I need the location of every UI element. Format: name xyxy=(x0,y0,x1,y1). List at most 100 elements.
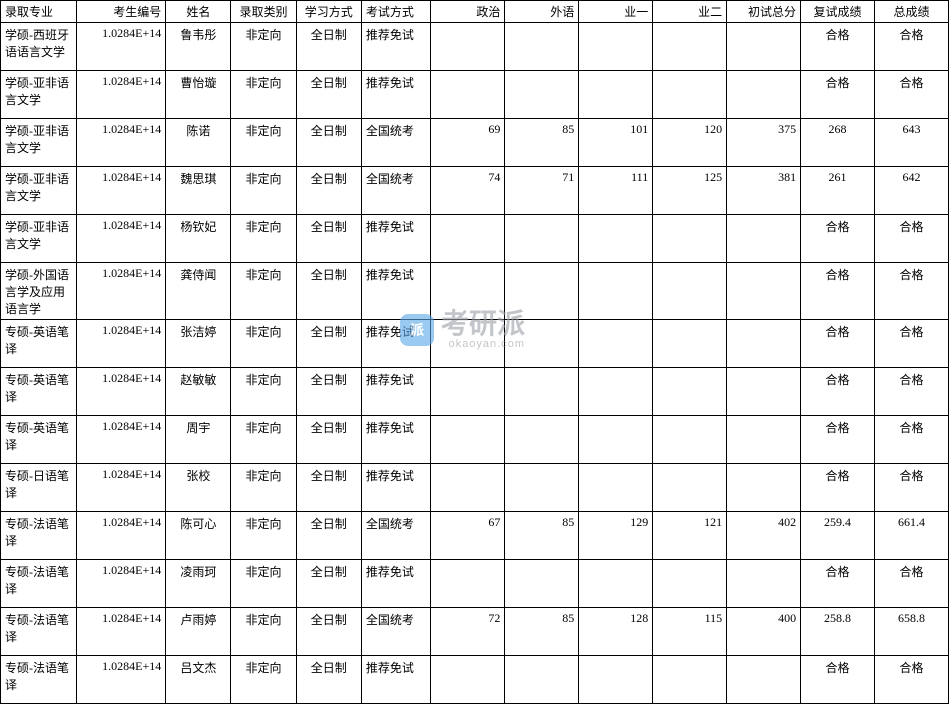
table-cell: 全日制 xyxy=(296,23,361,71)
table-cell xyxy=(653,71,727,119)
table-cell: 合格 xyxy=(801,215,875,263)
table-cell: 85 xyxy=(505,608,579,656)
column-header: 政治 xyxy=(431,1,505,23)
table-cell: 1.0284E+14 xyxy=(77,119,166,167)
table-cell: 学硕-亚非语言文学 xyxy=(1,119,77,167)
table-cell: 全国统考 xyxy=(361,119,431,167)
table-cell: 合格 xyxy=(874,656,948,704)
table-cell: 1.0284E+14 xyxy=(77,560,166,608)
table-cell: 259.4 xyxy=(801,512,875,560)
table-cell: 非定向 xyxy=(231,320,296,368)
table-cell: 71 xyxy=(505,167,579,215)
table-cell xyxy=(505,464,579,512)
table-row: 专硕-英语笔译1.0284E+14周宇非定向全日制推荐免试合格合格 xyxy=(1,416,949,464)
table-cell: 658.8 xyxy=(874,608,948,656)
table-cell xyxy=(653,23,727,71)
table-cell: 非定向 xyxy=(231,512,296,560)
table-cell: 非定向 xyxy=(231,464,296,512)
table-cell: 125 xyxy=(653,167,727,215)
table-row: 学硕-亚非语言文学1.0284E+14曹怡璇非定向全日制推荐免试合格合格 xyxy=(1,71,949,119)
table-cell xyxy=(579,416,653,464)
column-header: 业一 xyxy=(579,1,653,23)
table-cell: 合格 xyxy=(801,464,875,512)
table-row: 专硕-法语笔译1.0284E+14陈可心非定向全日制全国统考6785129121… xyxy=(1,512,949,560)
column-header: 复试成绩 xyxy=(801,1,875,23)
table-cell: 1.0284E+14 xyxy=(77,512,166,560)
column-header: 初试总分 xyxy=(727,1,801,23)
table-cell: 合格 xyxy=(801,656,875,704)
table-cell: 1.0284E+14 xyxy=(77,656,166,704)
table-cell xyxy=(727,368,801,416)
table-cell: 74 xyxy=(431,167,505,215)
table-cell: 85 xyxy=(505,512,579,560)
table-cell: 375 xyxy=(727,119,801,167)
header-row: 录取专业考生编号姓名录取类别学习方式考试方式政治外语业一业二初试总分复试成绩总成… xyxy=(1,1,949,23)
table-cell: 推荐免试 xyxy=(361,464,431,512)
table-cell: 72 xyxy=(431,608,505,656)
table-cell: 661.4 xyxy=(874,512,948,560)
table-cell xyxy=(431,416,505,464)
table-cell: 专硕-英语笔译 xyxy=(1,320,77,368)
table-cell xyxy=(505,215,579,263)
table-cell: 非定向 xyxy=(231,119,296,167)
table-cell: 全日制 xyxy=(296,560,361,608)
table-cell: 全日制 xyxy=(296,320,361,368)
table-cell: 非定向 xyxy=(231,23,296,71)
table-cell: 专硕-法语笔译 xyxy=(1,608,77,656)
table-cell: 非定向 xyxy=(231,71,296,119)
table-cell: 全日制 xyxy=(296,368,361,416)
table-cell: 全国统考 xyxy=(361,167,431,215)
table-cell: 学硕-亚非语言文学 xyxy=(1,215,77,263)
table-cell: 非定向 xyxy=(231,560,296,608)
table-cell: 学硕-西班牙语语言文学 xyxy=(1,23,77,71)
table-row: 学硕-亚非语言文学1.0284E+14陈诺非定向全日制全国统考698510112… xyxy=(1,119,949,167)
table-cell: 115 xyxy=(653,608,727,656)
table-cell xyxy=(431,368,505,416)
table-row: 专硕-法语笔译1.0284E+14凌雨珂非定向全日制推荐免试合格合格 xyxy=(1,560,949,608)
table-cell: 1.0284E+14 xyxy=(77,215,166,263)
column-header: 外语 xyxy=(505,1,579,23)
table-cell: 合格 xyxy=(801,23,875,71)
table-cell: 专硕-日语笔译 xyxy=(1,464,77,512)
table-cell: 全日制 xyxy=(296,512,361,560)
table-cell xyxy=(727,320,801,368)
table-cell: 合格 xyxy=(874,215,948,263)
table-cell: 专硕-英语笔译 xyxy=(1,416,77,464)
table-cell xyxy=(505,71,579,119)
table-cell: 1.0284E+14 xyxy=(77,71,166,119)
table-cell: 合格 xyxy=(874,71,948,119)
table-row: 学硕-西班牙语语言文学1.0284E+14鲁韦彤非定向全日制推荐免试合格合格 xyxy=(1,23,949,71)
table-cell xyxy=(431,560,505,608)
table-cell xyxy=(431,263,505,320)
table-cell: 推荐免试 xyxy=(361,23,431,71)
table-cell: 非定向 xyxy=(231,416,296,464)
table-cell: 1.0284E+14 xyxy=(77,167,166,215)
table-cell: 642 xyxy=(874,167,948,215)
table-cell: 1.0284E+14 xyxy=(77,23,166,71)
table-row: 学硕-外国语言学及应用语言学1.0284E+14龚侍闻非定向全日制推荐免试合格合… xyxy=(1,263,949,320)
table-cell xyxy=(579,263,653,320)
table-cell xyxy=(727,656,801,704)
column-header: 学习方式 xyxy=(296,1,361,23)
table-cell: 合格 xyxy=(801,320,875,368)
column-header: 考生编号 xyxy=(77,1,166,23)
table-cell xyxy=(579,23,653,71)
table-cell xyxy=(727,23,801,71)
table-row: 专硕-法语笔译1.0284E+14吕文杰非定向全日制推荐免试合格合格 xyxy=(1,656,949,704)
table-cell: 合格 xyxy=(874,368,948,416)
table-cell xyxy=(653,368,727,416)
table-cell: 合格 xyxy=(801,263,875,320)
table-cell xyxy=(653,560,727,608)
table-cell xyxy=(727,71,801,119)
table-cell: 合格 xyxy=(874,320,948,368)
table-row: 学硕-亚非语言文学1.0284E+14魏思琪非定向全日制全国统考74711111… xyxy=(1,167,949,215)
table-cell xyxy=(727,464,801,512)
table-cell: 1.0284E+14 xyxy=(77,368,166,416)
table-cell: 全日制 xyxy=(296,119,361,167)
table-cell: 魏思琪 xyxy=(166,167,231,215)
table-cell: 推荐免试 xyxy=(361,416,431,464)
table-cell xyxy=(431,23,505,71)
column-header: 姓名 xyxy=(166,1,231,23)
table-cell: 合格 xyxy=(874,560,948,608)
table-cell: 赵敏敏 xyxy=(166,368,231,416)
